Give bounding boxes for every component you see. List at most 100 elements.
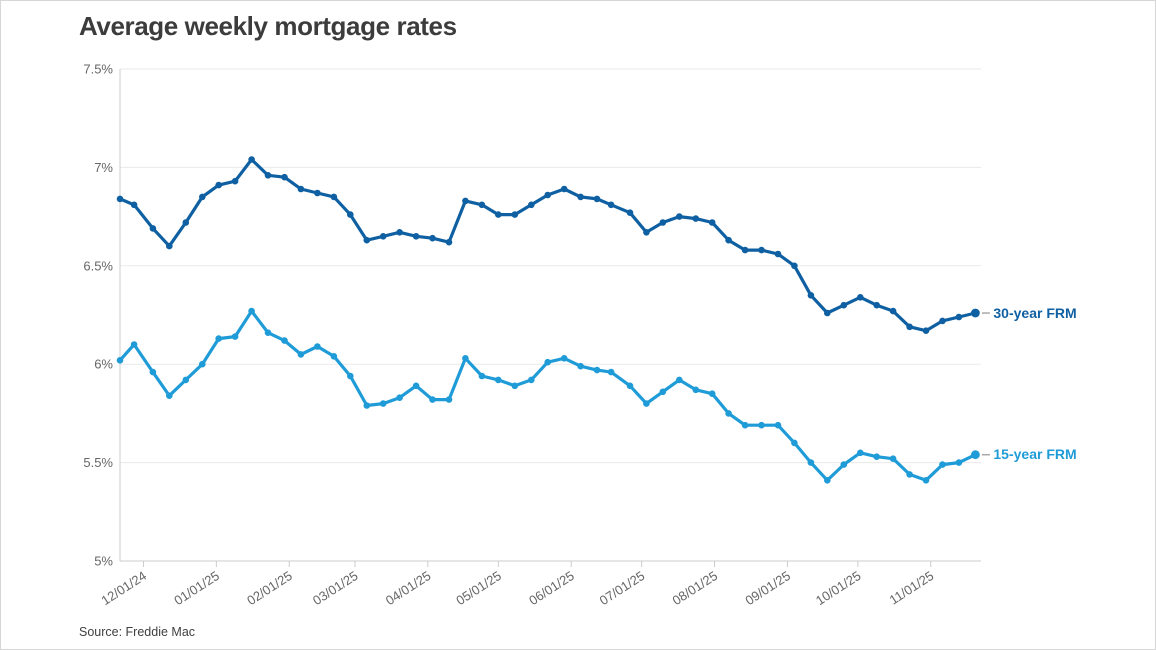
y-axis-label: 5.5% [83,455,113,470]
data-point-marker [330,193,338,201]
data-point-marker [495,211,502,218]
data-point-marker [873,453,880,461]
data-point-marker [607,368,615,376]
data-point-marker [347,211,354,218]
data-point-marker [708,390,716,398]
data-point-marker [741,246,749,254]
y-axis-labels: 7.5% 7% 6.5% 6% 5.5% 5% [83,62,113,569]
data-point-marker [824,309,831,317]
data-point-marker [560,185,568,193]
data-point-marker [922,327,930,335]
data-point-marker [807,292,815,299]
data-point-marker [906,471,913,478]
data-point-marker [149,225,157,232]
data-point-marker [248,307,255,315]
data-point-marker [231,333,239,340]
data-point-marker [199,360,206,368]
series-end-label-30-year: 30-year FRM [993,304,1077,321]
x-axis-label: 12/01/24 [99,568,150,608]
data-point-marker [379,233,387,240]
data-point-marker [528,376,535,384]
data-point-marker [939,317,946,325]
data-point-marker [560,355,568,362]
x-axis-label: 10/01/25 [813,568,864,608]
data-point-marker [511,382,519,390]
data-point-marker [347,372,354,380]
gridlines [120,68,981,562]
x-axis-label: 02/01/25 [244,568,295,608]
data-point-marker [971,308,980,318]
data-point-marker [840,301,848,309]
data-point-marker [774,421,782,429]
data-point-marker [824,477,831,484]
data-point-marker [939,461,946,468]
data-point-marker [544,358,551,366]
data-point-marker [643,229,650,236]
data-point-marker [626,209,634,216]
y-axis-label: 7.5% [83,62,113,77]
data-point-marker [791,439,798,447]
data-point-marker [758,421,765,429]
y-axis-label: 7% [94,160,113,175]
data-point-marker [116,357,124,364]
data-point-marker [725,410,732,417]
data-point-marker [889,455,897,463]
data-point-marker [577,362,584,370]
data-point-marker [166,392,173,400]
data-point-marker [889,307,897,315]
data-point-marker [544,191,551,199]
y-axis-label: 6% [94,357,113,372]
source-note: Source: Freddie Mac [79,625,196,639]
data-point-marker [215,335,222,342]
data-point-marker [445,238,453,246]
x-axis-labels: 12/01/24 01/01/25 02/01/25 03/01/25 04/01/25… [99,561,936,608]
data-point-marker [478,201,486,209]
data-point-marker [607,201,615,209]
data-point-marker [264,172,272,179]
data-point-marker [215,181,222,189]
data-point-marker [676,376,683,384]
x-axis-label: 01/01/25 [171,568,222,608]
data-point-marker [462,355,469,362]
data-point-marker [593,195,601,203]
data-point-marker [495,376,502,384]
data-point-marker [297,185,305,193]
data-point-marker [396,229,403,236]
x-axis-label: 03/01/25 [310,568,361,608]
data-point-marker [314,189,321,197]
data-point-marker [130,341,138,348]
data-point-marker [116,195,124,203]
data-point-marker [330,353,338,360]
data-point-marker [363,236,371,244]
data-point-marker [182,376,190,384]
data-point-marker [857,449,864,457]
data-point-marker [297,351,305,358]
data-point-marker [626,382,634,390]
data-point-marker [166,242,173,250]
x-axis-label: 09/01/25 [742,568,793,608]
series-15-year-frm [116,307,990,484]
data-point-marker [478,372,486,380]
data-point-marker [643,400,650,407]
data-point-marker [248,156,255,163]
data-point-marker [857,294,864,301]
x-axis-label: 04/01/25 [383,568,434,608]
data-point-marker [676,213,683,220]
data-point-marker [873,301,880,309]
data-point-marker [593,366,601,374]
data-point-marker [462,197,469,205]
data-point-marker [922,477,930,484]
data-point-marker [511,211,519,218]
y-axis-label: 5% [94,554,113,569]
x-axis-label: 07/01/25 [597,568,648,608]
data-point-marker [708,219,716,226]
data-point-marker [396,394,403,402]
data-point-marker [791,262,798,270]
data-point-marker [971,450,980,460]
data-point-marker [281,173,288,181]
data-point-marker [741,421,749,429]
data-point-marker [840,461,848,468]
data-point-marker [412,233,420,240]
x-axis-label: 08/01/25 [670,568,721,608]
data-point-marker [807,459,815,466]
